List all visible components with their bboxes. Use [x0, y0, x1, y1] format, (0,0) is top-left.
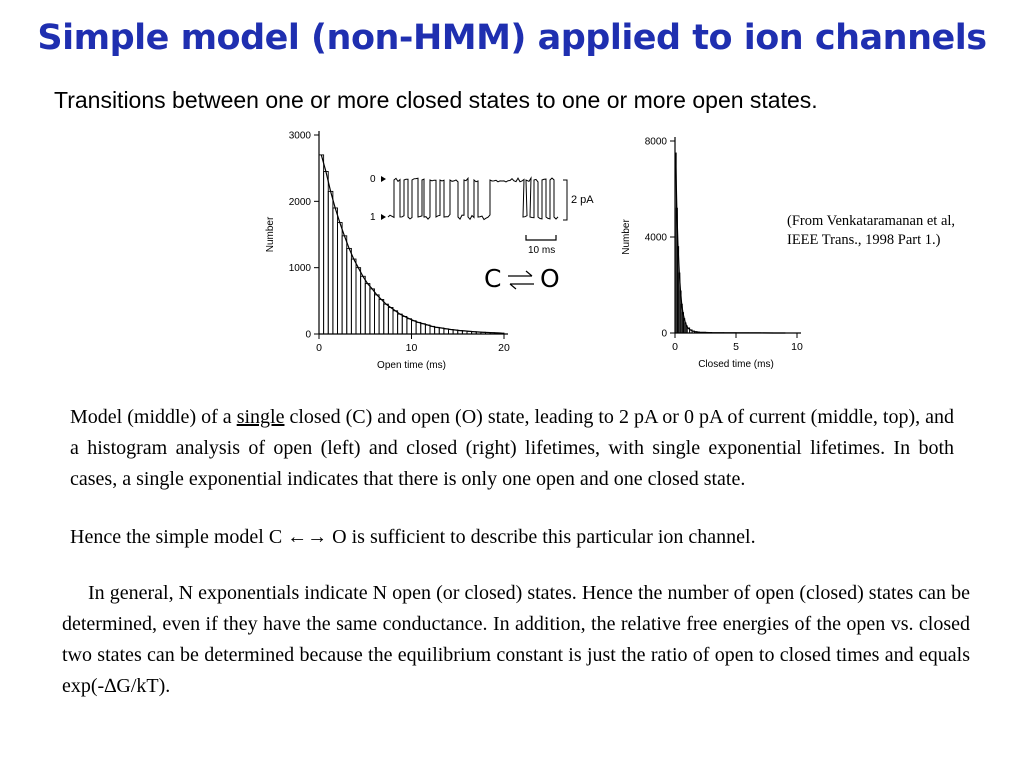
- open-hist-y-tick-label: 0: [305, 330, 311, 341]
- conclusion-text-end: O is sufficient to describe this particu…: [327, 526, 755, 548]
- closed-hist-y-tick-label: 8000: [645, 137, 668, 148]
- open-hist-bar: [393, 311, 398, 334]
- slide-subtitle: Transitions between one or more closed s…: [54, 87, 1014, 114]
- citation: (From Venkataramanan et al, IEEE Trans.,…: [787, 212, 1017, 250]
- open-hist-bar: [402, 316, 407, 334]
- open-hist-bar: [384, 304, 389, 334]
- amplitude-scale-bracket: [563, 180, 567, 220]
- open-hist-x-tick-label: 20: [498, 342, 510, 354]
- open-hist-bar: [370, 289, 375, 334]
- closed-hist-y-axis-label: Number: [621, 219, 632, 255]
- open-hist-y-tick-label: 2000: [289, 197, 312, 208]
- trace-closed-level-label: 1: [370, 212, 376, 223]
- open-hist-bar: [430, 326, 435, 334]
- citation-line-2: IEEE Trans., 1998 Part 1.): [787, 231, 1017, 250]
- time-scale-bar: [526, 235, 556, 240]
- conclusion-text-start: Hence the simple model C: [70, 526, 287, 548]
- open-hist-x-tick-label: 10: [406, 342, 418, 354]
- open-hist-bar: [361, 276, 366, 334]
- open-hist-bar: [398, 314, 403, 334]
- open-hist-bar: [328, 191, 333, 334]
- reversible-arrow-icon: [506, 266, 536, 296]
- closed-hist-x-tick-label: 0: [672, 341, 678, 353]
- open-hist-y-tick-label: 1000: [289, 263, 312, 274]
- single-channel-trace: 0 1 2 pA 10 ms: [360, 160, 610, 260]
- open-hist-bar: [407, 319, 412, 334]
- closed-time-histogram: 0 4000 8000 0 5 10 Closed time (ms) Number: [615, 120, 815, 385]
- open-hist-bar: [347, 248, 352, 334]
- closed-state-label: C: [484, 264, 501, 293]
- open-hist-bar: [324, 171, 329, 334]
- closed-hist-y-tick-label: 4000: [645, 233, 668, 244]
- time-scale-label: 10 ms: [528, 245, 555, 256]
- open-hist-bar: [342, 236, 347, 334]
- open-hist-bar: [319, 155, 324, 334]
- open-hist-bar: [412, 321, 417, 334]
- citation-line-1: (From Venkataramanan et al,: [787, 212, 1017, 231]
- bidirectional-arrow-icon: ←→: [287, 526, 327, 548]
- open-hist-bar: [379, 300, 384, 334]
- closed-hist-x-tick-label: 10: [791, 341, 803, 353]
- open-hist-x-axis-label: Open time (ms): [377, 360, 446, 371]
- open-hist-bar: [421, 324, 426, 334]
- desc-underlined-word: single: [237, 406, 285, 428]
- open-hist-bar: [351, 259, 356, 334]
- open-hist-bar: [375, 295, 380, 334]
- slide-title: Simple model (non-HMM) applied to ion ch…: [0, 18, 1024, 58]
- open-hist-bar: [425, 325, 430, 334]
- closed-hist-x-tick-label: 5: [733, 341, 739, 353]
- open-hist-y-axis-label: Number: [265, 216, 276, 252]
- open-hist-bar: [439, 328, 444, 334]
- open-hist-y-tick-label: 3000: [289, 131, 312, 142]
- model-conclusion: Hence the simple model C ←→ O is suffici…: [70, 522, 970, 553]
- open-hist-bar: [338, 223, 343, 334]
- open-level-marker-icon: [381, 176, 386, 182]
- open-state-label: O: [540, 264, 560, 293]
- open-hist-bar: [435, 327, 440, 334]
- general-paragraph: In general, N exponentials indicate N op…: [62, 578, 970, 702]
- desc-text-start: Model (middle) of a: [70, 406, 237, 428]
- open-hist-bar: [365, 284, 370, 334]
- open-hist-x-tick-label: 0: [316, 342, 322, 354]
- amplitude-scale-label: 2 pA: [571, 194, 594, 206]
- trace-open-level-label: 0: [370, 174, 376, 185]
- closed-hist-x-axis-label: Closed time (ms): [698, 359, 774, 370]
- closed-hist-fit-curve: [676, 153, 786, 333]
- open-hist-bar: [388, 307, 393, 334]
- current-trace-line: [388, 178, 558, 220]
- closed-hist-y-tick-label: 0: [661, 329, 667, 340]
- open-hist-bar: [416, 322, 421, 334]
- open-hist-bar: [356, 268, 361, 334]
- closed-level-marker-icon: [381, 214, 386, 220]
- open-hist-bar: [333, 208, 338, 334]
- model-description: Model (middle) of a single closed (C) an…: [70, 402, 954, 495]
